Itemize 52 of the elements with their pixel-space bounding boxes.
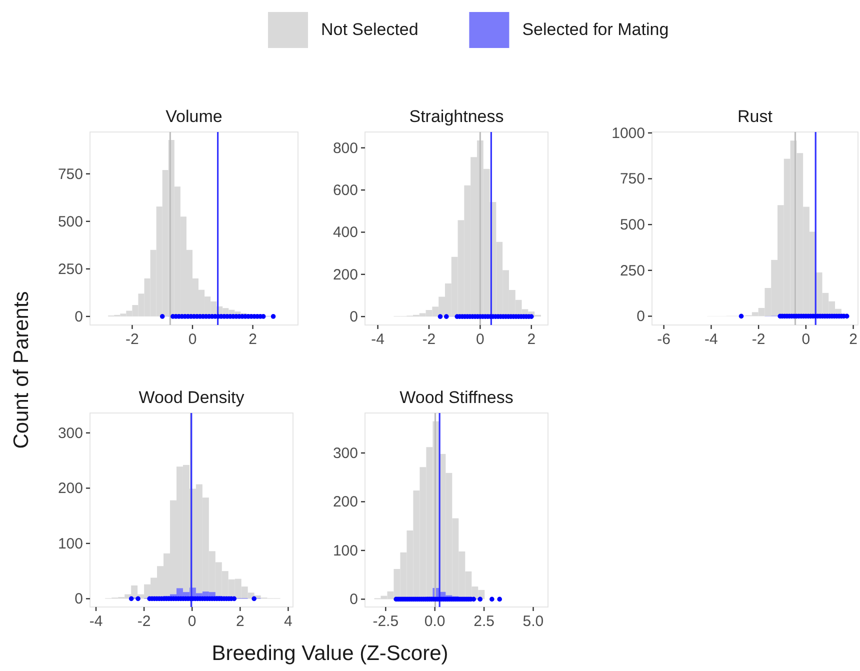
x-tick-label: -2 — [137, 613, 151, 630]
x-tick-label: -2 — [752, 331, 766, 348]
legend-label: Not Selected — [321, 20, 418, 39]
x-tick-label: 0 — [802, 331, 810, 348]
x-tick-label: 2 — [527, 331, 536, 348]
y-tick-label: 0 — [350, 591, 358, 608]
y-tick-label: 100 — [58, 535, 83, 552]
x-tick-label: 2 — [236, 613, 244, 630]
chart-title: Wood Stiffness — [400, 388, 514, 407]
y-tick-label: 250 — [620, 262, 645, 280]
y-tick-label: 200 — [58, 480, 83, 498]
y-tick-label: 800 — [332, 140, 358, 157]
y-tick-label: 300 — [332, 444, 358, 462]
y-tick-label: 250 — [58, 260, 83, 278]
x-tick-label: 2 — [248, 331, 257, 348]
y-tick-label: 100 — [332, 542, 358, 560]
chart-title: Wood Density — [138, 388, 245, 407]
y-tick-label: 0 — [74, 308, 83, 326]
y-tick-label: 750 — [58, 166, 83, 183]
x-tick-label: 0.0 — [424, 613, 446, 630]
x-tick-label: 0 — [188, 331, 197, 348]
x-tick-label: -2 — [126, 331, 139, 348]
x-tick-label: 2 — [849, 331, 858, 348]
x-tick-label: -4 — [704, 331, 718, 348]
y-tick-label: 750 — [620, 170, 645, 188]
y-tick-label: 300 — [58, 424, 83, 442]
x-tick-label: -2 — [422, 331, 436, 348]
x-tick-label: 5.0 — [522, 613, 544, 630]
y-tick-label: 0 — [636, 308, 645, 326]
x-axis-title: Breeding Value (Z-Score) — [212, 642, 448, 665]
y-tick-label: 0 — [350, 308, 358, 326]
x-tick-label: 2.5 — [474, 613, 494, 630]
chart-title: Rust — [738, 107, 773, 126]
y-tick-label: 500 — [620, 216, 645, 234]
x-tick-label: -2.5 — [372, 613, 399, 630]
y-tick-label: 500 — [58, 213, 83, 230]
x-tick-label: 0 — [188, 613, 196, 630]
y-tick-label: 400 — [332, 224, 358, 242]
x-tick-label: -6 — [657, 331, 671, 348]
y-tick-label: 600 — [332, 182, 358, 200]
y-tick-label: 0 — [74, 590, 83, 608]
legend-label: Selected for Mating — [522, 20, 669, 39]
chart-title: Volume — [166, 107, 222, 126]
x-tick-label: -4 — [371, 331, 384, 348]
x-tick-label: 4 — [284, 613, 292, 630]
x-tick-label: -4 — [89, 613, 103, 630]
y-tick-label: 200 — [332, 494, 358, 511]
y-axis-title: Count of Parents — [10, 291, 33, 449]
y-tick-label: 1000 — [612, 124, 645, 142]
y-tick-label: 200 — [332, 266, 358, 284]
chart-title: Straightness — [409, 107, 504, 126]
x-tick-label: 0 — [476, 331, 484, 348]
